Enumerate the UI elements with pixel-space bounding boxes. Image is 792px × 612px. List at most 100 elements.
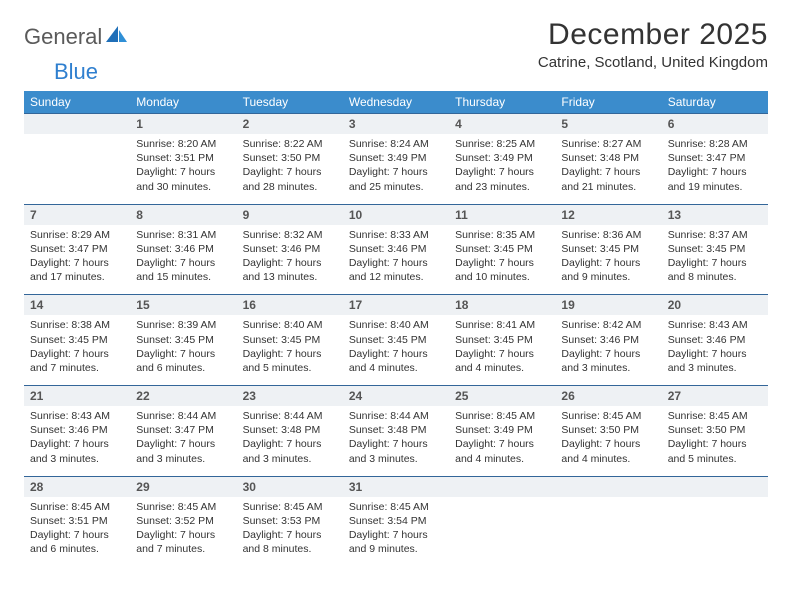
sunset-text: Sunset: 3:47 PM [136, 423, 230, 437]
sunrise-text: Sunrise: 8:45 AM [455, 409, 549, 423]
daylight-text: Daylight: 7 hours and 8 minutes. [668, 256, 762, 284]
sunset-text: Sunset: 3:45 PM [136, 333, 230, 347]
daylight-text: Daylight: 7 hours and 30 minutes. [136, 165, 230, 193]
day-number-empty [555, 476, 661, 497]
day-cell: Sunrise: 8:45 AMSunset: 3:53 PMDaylight:… [237, 497, 343, 567]
day-cell-empty [24, 134, 130, 204]
day-cell: Sunrise: 8:35 AMSunset: 3:45 PMDaylight:… [449, 225, 555, 295]
sunrise-text: Sunrise: 8:43 AM [30, 409, 124, 423]
sunrise-text: Sunrise: 8:45 AM [668, 409, 762, 423]
day-number: 3 [343, 114, 449, 135]
daylight-text: Daylight: 7 hours and 3 minutes. [668, 347, 762, 375]
day-cell-empty [662, 497, 768, 567]
sunrise-text: Sunrise: 8:45 AM [561, 409, 655, 423]
day-number: 9 [237, 204, 343, 225]
sunrise-text: Sunrise: 8:28 AM [668, 137, 762, 151]
day-number-empty [662, 476, 768, 497]
dow-saturday: Saturday [662, 91, 768, 114]
day-cell: Sunrise: 8:39 AMSunset: 3:45 PMDaylight:… [130, 315, 236, 385]
day-number: 13 [662, 204, 768, 225]
day-number-empty [24, 114, 130, 135]
daylight-text: Daylight: 7 hours and 3 minutes. [30, 437, 124, 465]
sunrise-text: Sunrise: 8:29 AM [30, 228, 124, 242]
sunrise-text: Sunrise: 8:24 AM [349, 137, 443, 151]
day-number: 15 [130, 295, 236, 316]
day-cell: Sunrise: 8:45 AMSunset: 3:51 PMDaylight:… [24, 497, 130, 567]
calendar-grid: Sunday Monday Tuesday Wednesday Thursday… [24, 91, 768, 566]
day-cell: Sunrise: 8:44 AMSunset: 3:48 PMDaylight:… [343, 406, 449, 476]
daylight-text: Daylight: 7 hours and 3 minutes. [561, 347, 655, 375]
sunset-text: Sunset: 3:49 PM [455, 423, 549, 437]
daylight-text: Daylight: 7 hours and 17 minutes. [30, 256, 124, 284]
sunrise-text: Sunrise: 8:32 AM [243, 228, 337, 242]
daylight-text: Daylight: 7 hours and 23 minutes. [455, 165, 549, 193]
sunrise-text: Sunrise: 8:44 AM [136, 409, 230, 423]
day-cell: Sunrise: 8:22 AMSunset: 3:50 PMDaylight:… [237, 134, 343, 204]
sunrise-text: Sunrise: 8:42 AM [561, 318, 655, 332]
sunset-text: Sunset: 3:46 PM [136, 242, 230, 256]
daylight-text: Daylight: 7 hours and 6 minutes. [136, 347, 230, 375]
day-number: 4 [449, 114, 555, 135]
sunrise-text: Sunrise: 8:44 AM [243, 409, 337, 423]
sunrise-text: Sunrise: 8:40 AM [243, 318, 337, 332]
daynum-row: 14151617181920 [24, 295, 768, 316]
dow-friday: Friday [555, 91, 661, 114]
day-cell: Sunrise: 8:44 AMSunset: 3:48 PMDaylight:… [237, 406, 343, 476]
daylight-text: Daylight: 7 hours and 7 minutes. [30, 347, 124, 375]
sunrise-text: Sunrise: 8:31 AM [136, 228, 230, 242]
content-row: Sunrise: 8:29 AMSunset: 3:47 PMDaylight:… [24, 225, 768, 295]
sunset-text: Sunset: 3:50 PM [243, 151, 337, 165]
daylight-text: Daylight: 7 hours and 12 minutes. [349, 256, 443, 284]
day-cell: Sunrise: 8:43 AMSunset: 3:46 PMDaylight:… [662, 315, 768, 385]
day-number: 6 [662, 114, 768, 135]
sunrise-text: Sunrise: 8:33 AM [349, 228, 443, 242]
daylight-text: Daylight: 7 hours and 21 minutes. [561, 165, 655, 193]
sunset-text: Sunset: 3:53 PM [243, 514, 337, 528]
sunset-text: Sunset: 3:51 PM [30, 514, 124, 528]
sunrise-text: Sunrise: 8:38 AM [30, 318, 124, 332]
sunrise-text: Sunrise: 8:45 AM [349, 500, 443, 514]
day-number: 19 [555, 295, 661, 316]
day-number: 20 [662, 295, 768, 316]
sunrise-text: Sunrise: 8:45 AM [136, 500, 230, 514]
day-cell: Sunrise: 8:45 AMSunset: 3:52 PMDaylight:… [130, 497, 236, 567]
daylight-text: Daylight: 7 hours and 28 minutes. [243, 165, 337, 193]
daylight-text: Daylight: 7 hours and 3 minutes. [136, 437, 230, 465]
day-cell: Sunrise: 8:41 AMSunset: 3:45 PMDaylight:… [449, 315, 555, 385]
day-number: 23 [237, 386, 343, 407]
daylight-text: Daylight: 7 hours and 9 minutes. [349, 528, 443, 556]
brand-word-2: Blue [54, 59, 98, 85]
sunset-text: Sunset: 3:49 PM [455, 151, 549, 165]
sunset-text: Sunset: 3:46 PM [349, 242, 443, 256]
sunrise-text: Sunrise: 8:22 AM [243, 137, 337, 151]
month-title: December 2025 [538, 18, 768, 52]
sunset-text: Sunset: 3:45 PM [455, 242, 549, 256]
sunset-text: Sunset: 3:54 PM [349, 514, 443, 528]
location-text: Catrine, Scotland, United Kingdom [538, 54, 768, 71]
dow-tuesday: Tuesday [237, 91, 343, 114]
sunset-text: Sunset: 3:52 PM [136, 514, 230, 528]
day-number: 26 [555, 386, 661, 407]
sunset-text: Sunset: 3:45 PM [455, 333, 549, 347]
day-number: 29 [130, 476, 236, 497]
daynum-row: 78910111213 [24, 204, 768, 225]
sunset-text: Sunset: 3:46 PM [243, 242, 337, 256]
day-cell: Sunrise: 8:27 AMSunset: 3:48 PMDaylight:… [555, 134, 661, 204]
day-number: 11 [449, 204, 555, 225]
day-number: 25 [449, 386, 555, 407]
brand-logo: General [24, 18, 130, 50]
daylight-text: Daylight: 7 hours and 8 minutes. [243, 528, 337, 556]
daylight-text: Daylight: 7 hours and 3 minutes. [349, 437, 443, 465]
day-number: 14 [24, 295, 130, 316]
dow-row: Sunday Monday Tuesday Wednesday Thursday… [24, 91, 768, 114]
daylight-text: Daylight: 7 hours and 10 minutes. [455, 256, 549, 284]
day-number: 28 [24, 476, 130, 497]
day-number: 27 [662, 386, 768, 407]
day-cell: Sunrise: 8:37 AMSunset: 3:45 PMDaylight:… [662, 225, 768, 295]
sunset-text: Sunset: 3:48 PM [349, 423, 443, 437]
content-row: Sunrise: 8:38 AMSunset: 3:45 PMDaylight:… [24, 315, 768, 385]
day-cell: Sunrise: 8:28 AMSunset: 3:47 PMDaylight:… [662, 134, 768, 204]
sunrise-text: Sunrise: 8:27 AM [561, 137, 655, 151]
day-cell-empty [555, 497, 661, 567]
sunset-text: Sunset: 3:49 PM [349, 151, 443, 165]
